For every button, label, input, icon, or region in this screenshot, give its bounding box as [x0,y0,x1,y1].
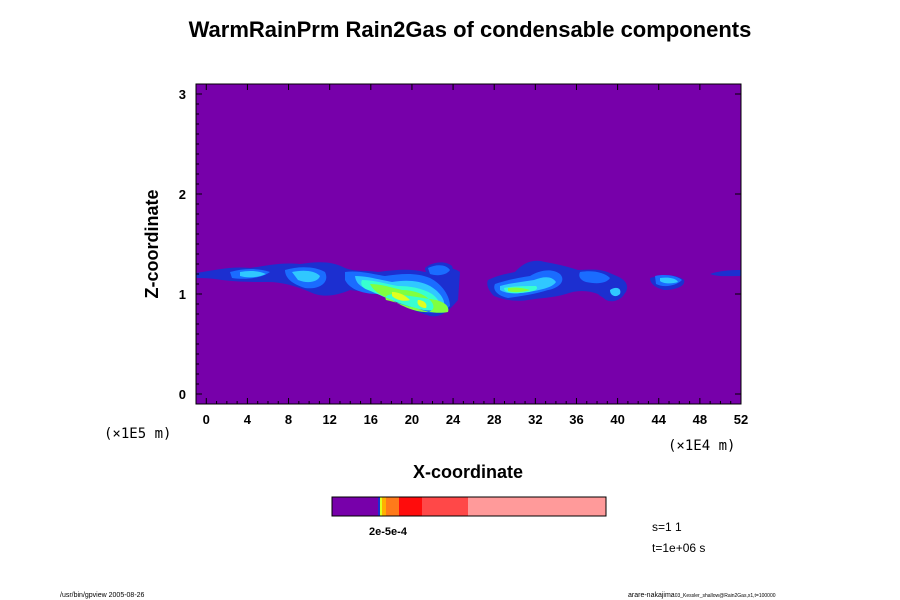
footer-right-small: 03_Kessler_shallow@Rain2Gas,x1,t=100000 [675,593,776,599]
contour-field [196,260,741,317]
x-tick-label: 48 [693,412,707,427]
x-tick-label: 32 [528,412,542,427]
contour-level-1d [710,270,741,277]
x-tick-label: 0 [203,412,210,427]
x-tick-label: 52 [734,412,748,427]
x-tick-label: 4 [244,412,252,427]
footer-left: /usr/bin/gpview 2005-08-26 [60,592,145,599]
colorbar-segment-6 [399,497,422,516]
y-tick-label: 3 [179,87,186,102]
colorbar-frame [331,496,607,517]
x-tick-label: 24 [446,412,461,427]
plot-area [195,83,742,405]
y-tick-label: 1 [179,287,186,302]
colorbar-segment-1 [332,497,378,516]
x-tick-label: 20 [405,412,419,427]
colorbar-segment-2 [378,497,380,516]
x-tick-label: 28 [487,412,501,427]
chart-title: WarmRainPrm Rain2Gas of condensable comp… [189,17,752,42]
s-info: s=1 1 [652,520,682,534]
contour-level-4 [361,280,538,311]
x-tick-label: 36 [569,412,583,427]
x-tick-label: 44 [652,412,667,427]
contour-level-5 [370,284,530,313]
y-axis: 0 1 2 3 [179,87,741,402]
colorbar-segment-5 [386,497,399,516]
colorbar: 2e-5e-4 [331,496,607,538]
y-tick-label: 0 [179,387,186,402]
contour-level-6 [392,292,427,308]
x-tick-label: 40 [610,412,624,427]
x-tick-label: 12 [322,412,336,427]
x-unit-label: (×1E4 m) [668,438,735,454]
footer-right: arare-nakajima03_Kessler_shallow@Rain2Ga… [628,592,776,599]
y-tick-label: 2 [179,187,186,202]
x-axis: 0 4 8 12 16 20 24 28 32 36 40 44 48 52 [195,84,748,427]
y-axis-label: Z-coordinate [142,189,162,298]
colorbar-segment-3 [380,497,382,516]
x-tick-label: 16 [364,412,378,427]
footer-right-main: arare-nakajima [628,592,675,599]
colorbar-segment-4 [382,497,386,516]
t-info: t=1e+06 s [652,541,705,555]
x-tick-label: 8 [285,412,292,427]
colorbar-tick-labels: 2e-5e-4 [369,526,408,538]
colorbar-segment-8 [468,497,606,516]
colorbar-segment-7 [422,497,468,516]
y-unit-label: (×1E5 m) [104,426,171,442]
x-axis-label: X-coordinate [413,462,523,482]
